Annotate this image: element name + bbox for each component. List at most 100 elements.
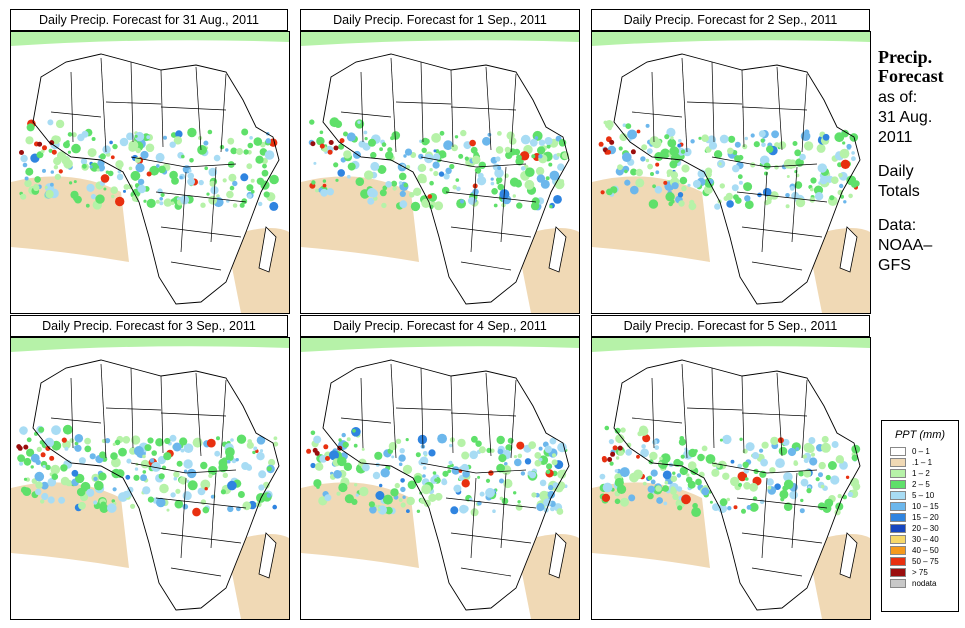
precip-cell [41,492,49,501]
precip-cell [385,151,394,160]
precip-cell [514,458,522,467]
precip-cell [504,462,508,466]
precip-cell [819,176,828,185]
precip-cell [24,176,29,181]
precip-cell [192,507,201,517]
precip-cell [636,129,641,134]
precip-cell [392,186,397,191]
precip-cell [50,464,61,475]
precip-cell [94,480,104,491]
precip-cell [329,450,339,461]
precip-cell [722,472,730,480]
precip-cell [438,171,445,177]
precip-cell [226,190,234,199]
precip-cell [677,192,684,198]
precip-cell [719,498,728,507]
precip-cell [210,494,215,499]
precip-cell [821,435,829,443]
precip-cell [800,131,811,141]
precip-cell [434,478,438,482]
precip-cell [26,448,35,457]
precip-cell [645,123,650,128]
precip-cell [422,451,428,456]
precip-cell [501,497,509,505]
country-border [766,163,818,168]
precip-cell [795,447,800,451]
precip-cell [333,162,339,168]
precip-cell [670,486,676,492]
precip-cell [534,459,542,467]
country-border [460,567,512,577]
precip-cell [838,173,843,178]
legend-label: nodata [912,579,937,588]
precip-cell [251,189,255,194]
precip-cell [253,446,258,451]
precip-cell [26,437,32,443]
precip-cell [464,156,469,161]
legend-label: 20 – 30 [912,524,939,533]
precip-cell [698,136,702,140]
precip-cell [188,169,192,173]
precip-cell [25,167,34,176]
precip-cell [64,446,69,451]
precip-cell [403,182,409,188]
precip-cell [19,461,24,466]
precip-cell [377,165,387,174]
precip-cell [25,136,34,145]
precip-cell [74,195,82,204]
panel-title-6: Daily Precip. Forecast for 5 Sep., 2011 [591,315,870,337]
legend-item: 10 – 15 [890,501,958,512]
precip-cell [227,459,231,464]
precip-cell [738,154,744,161]
precip-cell [437,433,447,444]
precip-cell [485,487,495,498]
precip-cell [399,448,405,454]
heavy-precip-cell [339,138,345,144]
precip-cell [539,490,550,501]
precip-cell [236,434,247,444]
precip-cell [669,146,680,157]
precip-cell [678,139,682,143]
precip-cell [809,187,814,192]
precip-cell [744,136,748,141]
precip-cell [118,447,127,457]
precip-cell [122,490,131,499]
side-totals-1: Daily [878,163,914,180]
precip-cell [512,194,516,198]
precip-cell [187,127,197,138]
country-border [450,375,454,454]
precip-cell [112,143,118,150]
precip-cell [782,485,789,492]
heavy-precip-cell [598,141,604,147]
precip-cell [54,173,61,180]
precip-cell [158,473,165,480]
precip-cell [69,181,73,185]
precip-cell [209,180,216,187]
legend-label: 10 – 15 [912,502,939,511]
heavy-precip-cell [607,457,613,462]
precip-cell [763,162,771,170]
precip-cell [111,499,116,503]
precip-cell [513,148,521,156]
precip-cell [712,503,720,511]
country-border [130,367,134,449]
precip-cell [337,169,345,177]
precip-cell [537,146,546,155]
legend-swatch [890,557,906,566]
precip-cell [204,487,208,491]
precip-cell [164,437,171,445]
map-svg [11,338,289,619]
precip-cell [266,493,272,498]
precip-cell [670,171,679,179]
precip-cell [737,471,748,482]
precip-cell [126,458,132,464]
precip-cell [354,119,365,129]
precip-cell [17,454,25,463]
africa-coastline [32,359,280,611]
heavy-precip-cell [612,445,618,451]
precip-cell [187,177,196,186]
precip-cell [654,186,663,194]
precip-cell [787,447,797,457]
precip-cell [545,176,550,181]
precip-cell [471,155,481,165]
